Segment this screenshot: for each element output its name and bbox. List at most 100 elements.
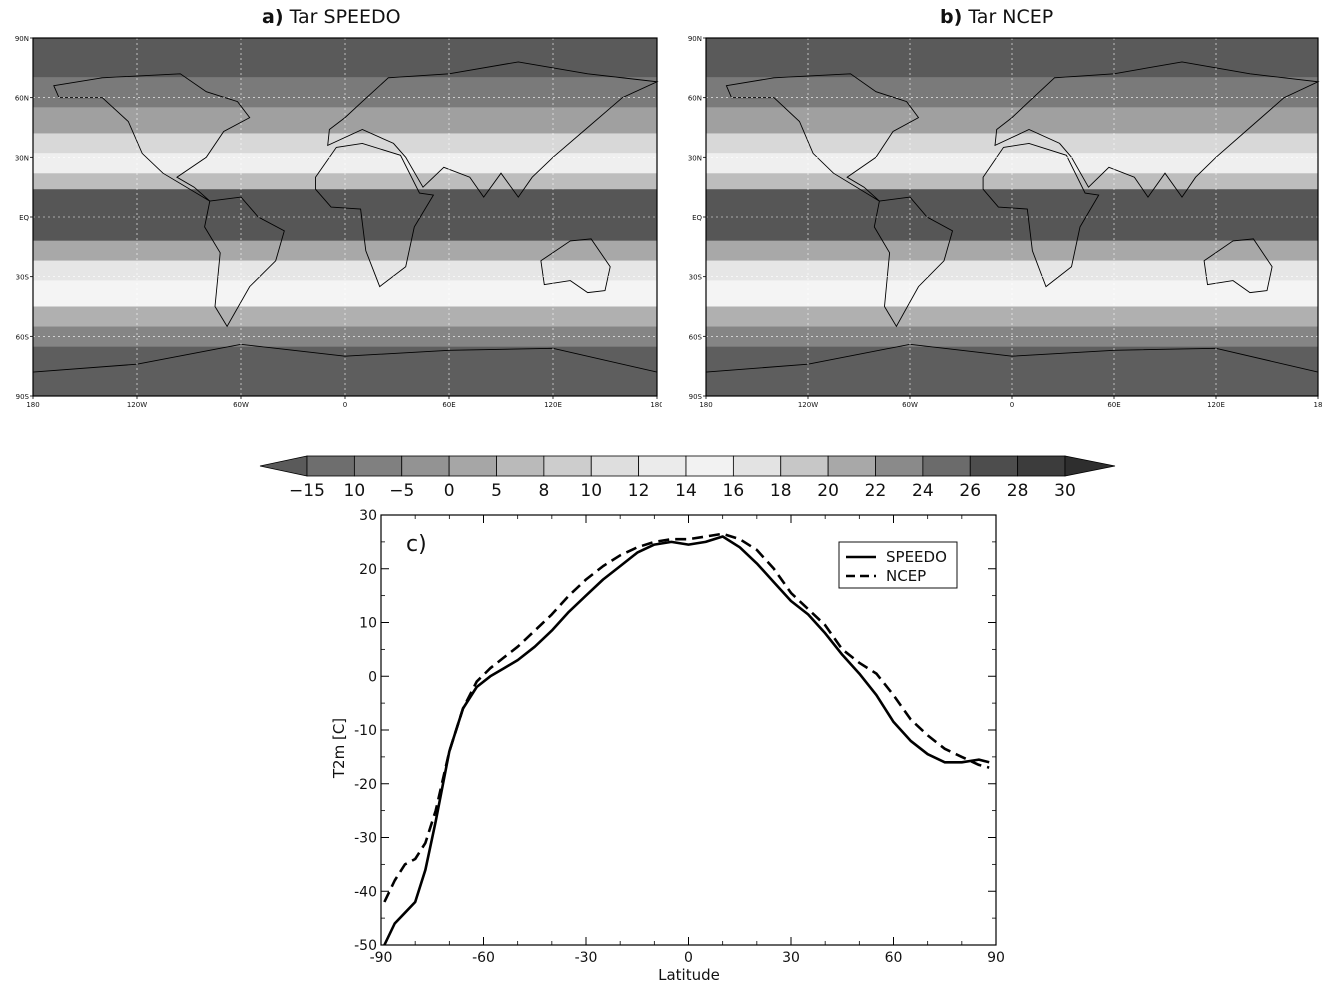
colorbar-box [1017,455,1066,477]
lat-tick-label: 90N [688,35,702,43]
x-tick-label: -30 [575,950,598,966]
lat-tick-label: 30N [15,154,29,162]
lat-tick-label: 90S [689,393,703,401]
map-band [33,189,657,241]
colorbar-label: 16 [723,481,745,501]
x-tick-label: 0 [684,950,693,966]
map-band [706,173,1318,190]
coastline-south-america [873,196,954,328]
colorbar-box [448,455,497,477]
y-tick-label: 20 [359,562,377,578]
map-band [706,306,1318,327]
lat-tick-label: 60N [15,95,29,103]
lon-tick-label: 18 [1314,401,1323,409]
colorbar-box [496,455,545,477]
y-tick-label: 0 [368,669,377,685]
x-tick-label: 30 [782,950,800,966]
lon-tick-label: 60W [233,401,249,409]
x-tick-label: 60 [885,950,903,966]
lat-tick-label: 30S [16,274,30,282]
map-band [706,240,1318,261]
y-tick-label: -40 [354,884,377,900]
colorbar-box [969,455,1019,477]
map-field [32,38,659,397]
y-tick-label: -10 [354,723,377,739]
lat-tick-label: EQ [19,214,29,222]
colorbar-label: 5 [491,481,502,501]
lat-tick-label: 90S [16,393,30,401]
lon-tick-label: 120E [1207,401,1225,409]
colorbar-arrow-right [1064,455,1116,477]
legend: SPEEDO NCEP [838,541,958,589]
colorbar-box [875,455,924,477]
colorbar-box [638,455,687,477]
colorbar-box [401,455,450,477]
coastline-africa [982,142,1100,288]
series-line-ncep [383,532,990,903]
coastline-africa [315,142,435,288]
lon-tick-label: 120W [798,401,818,409]
colorbar-label: 10 [580,481,602,501]
colorbar-box [827,455,876,477]
x-tick-label: -90 [370,950,393,966]
colorbar-label: 10 [344,481,366,501]
lon-tick-label: 180 [650,401,662,409]
y-axis-label: T2m [C] [330,718,348,779]
colorbar-box [306,455,355,477]
lat-tick-label: EQ [692,214,702,222]
colorbar-label: 0 [444,481,455,501]
colorbar-label: 14 [675,481,697,501]
lat-tick-label: 30S [689,274,703,282]
panel-b-letter: b) [940,6,963,28]
zonal-mean-chart: c) Latitude T2m [C] -90 -60 -30 0 30 60 90 -50 -… [330,508,1005,983]
coastline-south-america [204,196,285,328]
y-tick-label: 30 [359,508,377,524]
coastline-north-america [53,73,251,202]
colorbar-label: 12 [628,481,650,501]
map-band [706,260,1318,281]
lon-tick-label: 60E [442,401,455,409]
colorbar-box [732,455,782,477]
lat-tick-label: 90N [15,35,29,43]
colorbar-arrow-left [259,455,308,477]
colorbar-label: 24 [912,481,934,501]
map-band [33,240,657,261]
colorbar-box [780,455,829,477]
colorbar-label: 26 [959,481,981,501]
series-line-speedo [383,535,990,946]
panel-a-letter: a) [262,6,284,28]
lat-tick-label: 60S [689,333,703,341]
lat-tick-label: 60N [688,95,702,103]
map-band [706,77,1318,108]
colorbar-label: 28 [1007,481,1029,501]
panel-a-title-text: Tar SPEEDO [289,6,401,28]
panel-a-title: a) Tar SPEEDO [262,6,401,28]
lat-tick-label: 60S [16,333,30,341]
y-tick-label: -30 [354,831,377,847]
panel-b-title: b) Tar NCEP [940,6,1053,28]
lon-tick-label: 120E [544,401,562,409]
y-tick-label: 10 [359,616,377,632]
colorbar-box [353,455,403,477]
legend-ncep-label: NCEP [886,567,926,585]
lon-tick-label: 0 [343,401,347,409]
y-tick-label: -50 [354,938,377,954]
panel-b-title-text: Tar NCEP [968,6,1054,28]
x-tick-label: 90 [987,950,1005,966]
legend-box [838,541,958,589]
colorbar-label: 8 [538,481,549,501]
panel-c-label: c) [406,532,427,557]
colorbar-label: −5 [389,481,414,501]
lon-tick-label: 0 [1010,401,1014,409]
colorbar-label: 22 [865,481,887,501]
lon-tick-label: 60W [902,401,918,409]
map-band [33,173,657,190]
colorbar-label: 30 [1054,481,1076,501]
map-band [706,189,1318,241]
map-field [705,38,1320,397]
colorbar-box [922,455,971,477]
lon-tick-label: 60E [1107,401,1120,409]
lat-tick-label: 30N [688,154,702,162]
